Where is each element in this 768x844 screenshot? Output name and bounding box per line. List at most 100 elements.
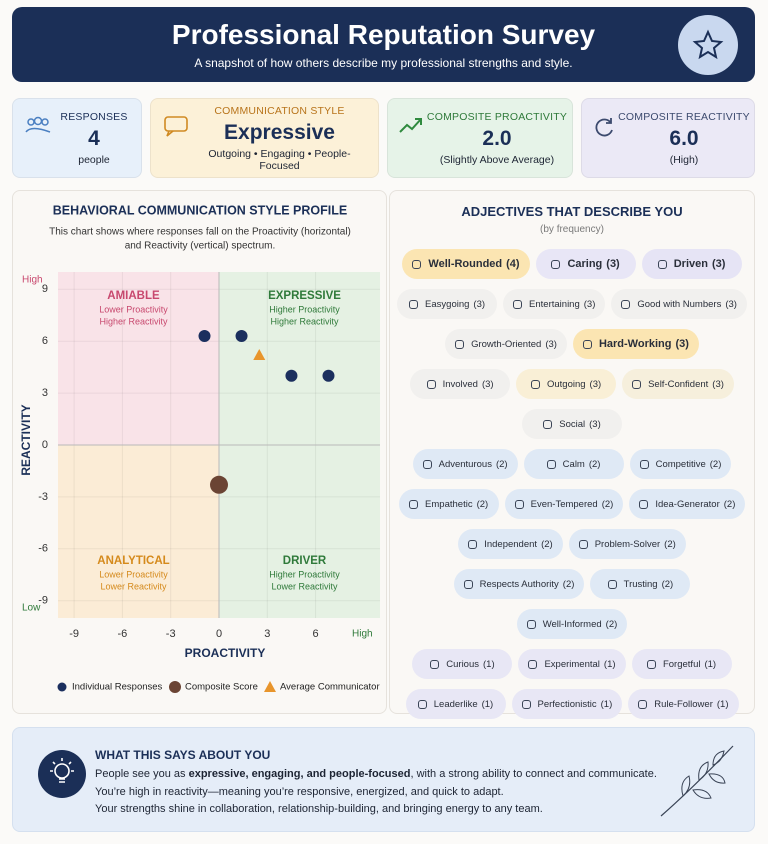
page-subtitle: A snapshot of how others describe my pro…	[194, 56, 573, 70]
point	[210, 475, 228, 494]
adjective-pill: Forgetful (1)	[631, 649, 732, 679]
quadrant-note: Lower Proactivity	[99, 569, 168, 579]
y-tick-label: 3	[42, 387, 48, 399]
card: COMPOSITE PROACTIVITY 2.0 (Slightly Abov…	[387, 98, 573, 178]
badge-icon	[678, 15, 738, 75]
pill-icon	[526, 619, 536, 629]
adjective-pill: Perfectionistic (1)	[511, 689, 623, 719]
summary-text: People see you as expressive, engaging, …	[95, 766, 657, 819]
summary-title: WHAT THIS SAYS ABOUT YOU	[95, 748, 271, 762]
legend-swatch	[169, 681, 181, 693]
adjective-pill: Entertaining (3)	[503, 289, 606, 319]
y-tick-label: 6	[42, 335, 48, 347]
summary-line: People see you as expressive, engaging, …	[95, 766, 657, 784]
adjective-pill: Involved (3)	[410, 369, 511, 399]
summary-segment: People see you as	[95, 768, 189, 780]
adjective-pill: Trusting (2)	[590, 569, 691, 599]
x-tick-label: 0	[216, 628, 222, 640]
adjective-group: Well-Rounded (4) Caring (3) Driven (3) Easygoi…	[396, 249, 748, 439]
adjective-label: Trusting	[623, 578, 658, 590]
adjective-count: (2)	[541, 538, 553, 550]
legend-label: Individual Responses	[72, 682, 163, 693]
adjective-pill: Good with Numbers (3)	[611, 289, 747, 319]
pill-icon	[530, 379, 540, 389]
x-tick-label: 3	[264, 628, 270, 640]
adjective-count: (3)	[606, 258, 620, 270]
adjective-pill: Calm (2)	[523, 449, 624, 479]
adjective-count: (2)	[664, 538, 676, 550]
pill-icon	[657, 259, 667, 269]
point	[322, 369, 335, 382]
y-axis-title: REACTIVITY	[19, 404, 33, 475]
pill-icon	[632, 379, 642, 389]
leaf-decoration	[660, 745, 734, 817]
pill-icon	[513, 299, 523, 309]
adjective-pill: Self-Confident (3)	[622, 369, 734, 399]
quadrant-name: DRIVER	[283, 555, 327, 567]
card-note: Outgoing • Engaging • People-Focused	[208, 147, 351, 172]
adjective-count: (2)	[605, 618, 618, 630]
adjective-pill: Growth-Oriented (3)	[445, 329, 567, 359]
adjective-label: Outgoing	[546, 378, 586, 390]
quadrant-name: ANALYTICAL	[97, 555, 169, 567]
adjective-count: (1)	[603, 658, 616, 670]
quadrant-name: AMIABLE	[107, 290, 160, 302]
card: COMPOSITE REACTIVITY 6.0 (High)	[581, 98, 755, 178]
adjective-count: (2)	[476, 498, 489, 510]
adjective-groups: Well-Rounded (4) Caring (3) Driven (3) Easygoi…	[396, 249, 748, 769]
chart-subtitle: This chart shows where responses fall on…	[49, 227, 351, 238]
summary-segment: You’re high in reactivity—meaning you’re…	[95, 785, 504, 798]
card-note: (High)	[669, 153, 699, 166]
adjective-label: Empathetic	[425, 498, 473, 510]
adjective-pill: Respects Authority (2)	[453, 569, 585, 599]
card-note: people	[78, 153, 110, 166]
pill-icon	[551, 259, 561, 269]
point	[198, 330, 211, 343]
adjective-label: Leaderlike	[433, 698, 478, 710]
adjective-label: Good with Numbers	[637, 298, 722, 310]
adjectives-subtitle: (by frequency)	[540, 224, 604, 235]
adjective-label: Driven	[673, 258, 708, 270]
adjective-count: (1)	[716, 698, 729, 710]
y-low-label: Low	[22, 603, 41, 614]
pill-icon	[521, 699, 531, 709]
adjective-count: (3)	[545, 338, 557, 350]
pill-icon	[638, 699, 648, 709]
adjective-label: Respects Authority	[479, 578, 559, 590]
adjective-label: Experimental	[544, 658, 600, 670]
card-note: (Slightly Above Average)	[439, 153, 555, 166]
adjective-label: Adventurous	[438, 458, 492, 470]
adjective-count: (2)	[601, 498, 614, 510]
adjective-label: Curious	[446, 658, 480, 670]
quadrant-note: Higher Proactivity	[269, 304, 340, 314]
adjective-count: (1)	[600, 698, 613, 710]
adjective-label: Calm	[562, 458, 585, 470]
adjective-count: (2)	[709, 458, 722, 470]
adjective-count: (2)	[562, 578, 575, 590]
adjective-pill: Hard-Working (3)	[572, 329, 699, 359]
y-tick-label: -6	[38, 543, 48, 555]
card: COMMUNICATION STYLE Expressive Outgoing …	[150, 98, 379, 178]
point	[253, 349, 266, 361]
card-label: COMMUNICATION STYLE	[214, 104, 345, 117]
adjective-pill: Easygoing (3)	[397, 289, 498, 319]
pill-icon	[607, 579, 617, 589]
pill-icon	[468, 539, 478, 549]
x-tick-label: -9	[69, 628, 79, 640]
adjective-count: (2)	[723, 498, 736, 510]
adjective-label: Forgetful	[662, 658, 701, 670]
point	[285, 369, 298, 382]
adjective-count: (3)	[675, 338, 689, 350]
summary-segment: expressive, engaging, and people-focused	[188, 768, 411, 780]
adjective-count: (1)	[481, 698, 494, 710]
adjective-label: Caring	[567, 258, 603, 270]
adjective-count: (3)	[583, 298, 596, 310]
pill-icon	[514, 499, 524, 509]
badge-glyph	[692, 29, 724, 60]
adjective-label: Idea-Generator	[655, 498, 720, 510]
quadrant-background	[219, 272, 380, 445]
adjective-pill: Outgoing (3)	[516, 369, 617, 399]
legend-swatch	[57, 682, 67, 692]
